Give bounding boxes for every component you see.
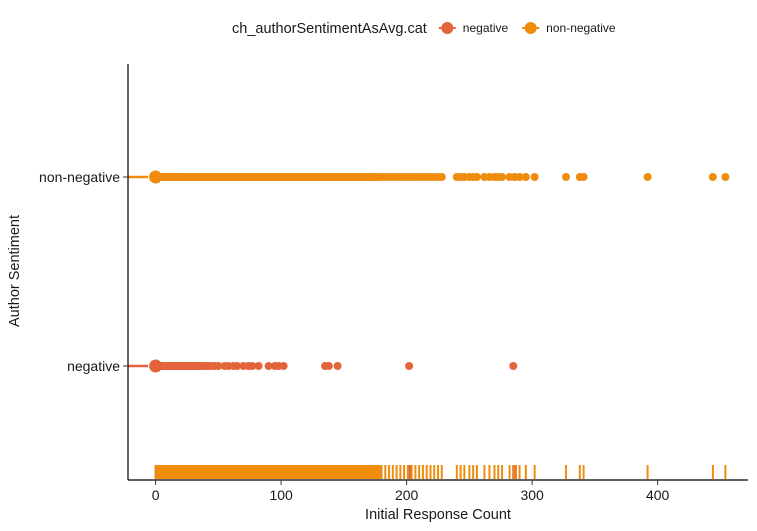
points-layer — [128, 170, 730, 373]
point-non-negative-116 — [437, 173, 446, 181]
point-negative-56 — [324, 362, 333, 370]
point-non-negative-122 — [472, 173, 481, 181]
point-non-negative-131 — [521, 173, 530, 181]
point-non-negative-130 — [515, 173, 524, 181]
point-negative-51 — [264, 362, 273, 370]
x-tick-label-300: 300 — [520, 487, 544, 503]
x-tick-label-0: 0 — [152, 487, 160, 503]
legend-key-dot-non-negative — [524, 22, 537, 34]
point-non-negative-127 — [498, 173, 507, 181]
point-non-negative-136 — [643, 173, 652, 181]
point-negative-50 — [254, 362, 263, 370]
rug-layer — [154, 465, 727, 479]
x-tick-label-200: 200 — [395, 487, 419, 503]
axes: 0 100 200 300 400 negative non-negative — [39, 64, 748, 503]
legend: ch_authorSentimentAsAvg.cat negative non-… — [232, 21, 616, 37]
point-negative-57 — [333, 362, 342, 370]
point-negative-42 — [214, 362, 223, 370]
y-tick-label-non-negative: non-negative — [39, 169, 120, 185]
point-non-negative-138 — [721, 173, 730, 181]
legend-key-dot-negative — [441, 22, 454, 34]
x-tick-label-400: 400 — [646, 487, 670, 503]
legend-title: ch_authorSentimentAsAvg.cat — [232, 21, 427, 37]
point-negative-46 — [233, 362, 242, 370]
x-tick-label-100: 100 — [269, 487, 293, 503]
point-negative-49 — [248, 362, 257, 370]
point-negative-59 — [509, 362, 518, 370]
point-negative-54 — [279, 362, 288, 370]
legend-label-negative: negative — [463, 21, 509, 35]
point-non-negative-135 — [579, 173, 588, 181]
legend-label-non-negative: non-negative — [546, 21, 616, 35]
y-axis-title: Author Sentiment — [7, 215, 23, 327]
point-non-negative-133 — [562, 173, 571, 181]
point-negative-58 — [405, 362, 414, 370]
point-non-negative-137 — [708, 173, 717, 181]
point-non-negative-132 — [530, 173, 539, 181]
y-tick-label-negative: negative — [67, 358, 120, 374]
x-axis-title: Initial Response Count — [365, 507, 511, 523]
